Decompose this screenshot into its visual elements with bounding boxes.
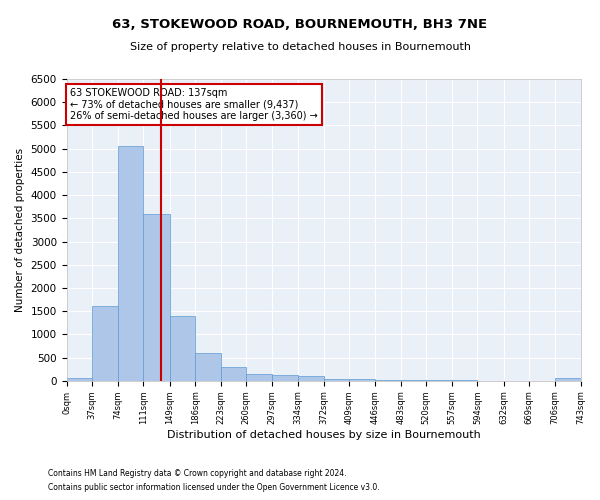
Bar [298, 376, 324, 381]
Bar [272, 375, 298, 381]
Bar [401, 380, 426, 381]
Bar [349, 379, 375, 381]
X-axis label: Distribution of detached houses by size in Bournemouth: Distribution of detached houses by size … [167, 430, 481, 440]
Bar [170, 316, 195, 381]
Bar [118, 146, 143, 381]
Bar [67, 378, 92, 381]
Y-axis label: Number of detached properties: Number of detached properties [15, 148, 25, 312]
Text: Contains HM Land Registry data © Crown copyright and database right 2024.: Contains HM Land Registry data © Crown c… [48, 468, 347, 477]
Bar [92, 306, 118, 381]
Text: 63 STOKEWOOD ROAD: 137sqm
← 73% of detached houses are smaller (9,437)
26% of se: 63 STOKEWOOD ROAD: 137sqm ← 73% of detac… [70, 88, 318, 122]
Bar [247, 374, 272, 381]
Text: 63, STOKEWOOD ROAD, BOURNEMOUTH, BH3 7NE: 63, STOKEWOOD ROAD, BOURNEMOUTH, BH3 7NE [112, 18, 488, 30]
Bar [195, 354, 221, 381]
Bar [221, 368, 247, 381]
Text: Contains public sector information licensed under the Open Government Licence v3: Contains public sector information licen… [48, 484, 380, 492]
Text: Size of property relative to detached houses in Bournemouth: Size of property relative to detached ho… [130, 42, 470, 52]
Bar [324, 378, 349, 381]
Bar [555, 378, 581, 381]
Bar [375, 380, 401, 381]
Bar [143, 214, 170, 381]
